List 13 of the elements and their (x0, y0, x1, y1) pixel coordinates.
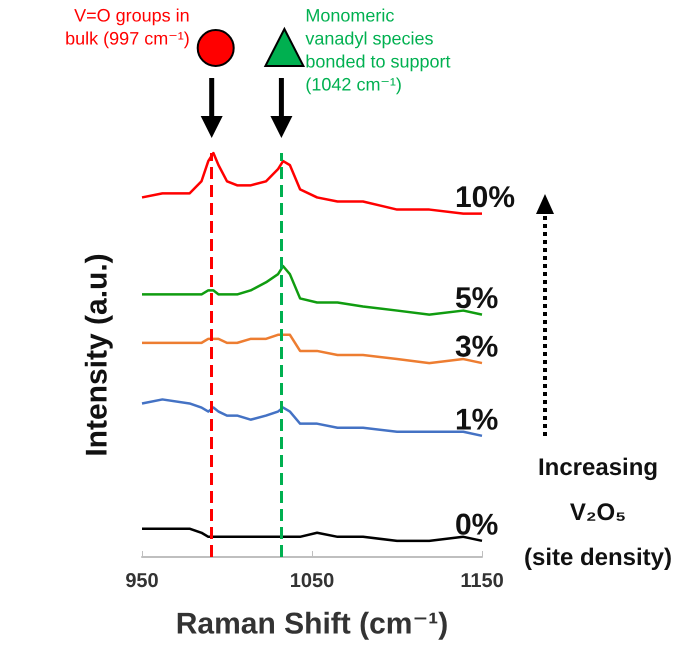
x-tick-label: 1050 (290, 570, 334, 592)
series-label: 0% (455, 508, 498, 542)
series-label: 10% (455, 181, 516, 214)
ref-line-label: V=O groups in bulk (997 cm⁻¹) (65, 6, 190, 48)
series-label: 1% (455, 403, 498, 436)
x-tick-label: 950 (125, 570, 159, 592)
y-axis-title: Intensity (a.u.) (80, 253, 114, 457)
legend-label: Monomeric vanadyl species bonded to support (1042 cm⁻¹) (305, 6, 451, 94)
series-label: 3% (455, 330, 498, 364)
x-axis-title: Raman Shift (cm⁻¹) (176, 608, 448, 640)
x-tick-label: 1150 (460, 570, 504, 592)
text: Increasing V₂O₅ (site density) (524, 454, 672, 571)
series-label: 5% (455, 282, 498, 316)
